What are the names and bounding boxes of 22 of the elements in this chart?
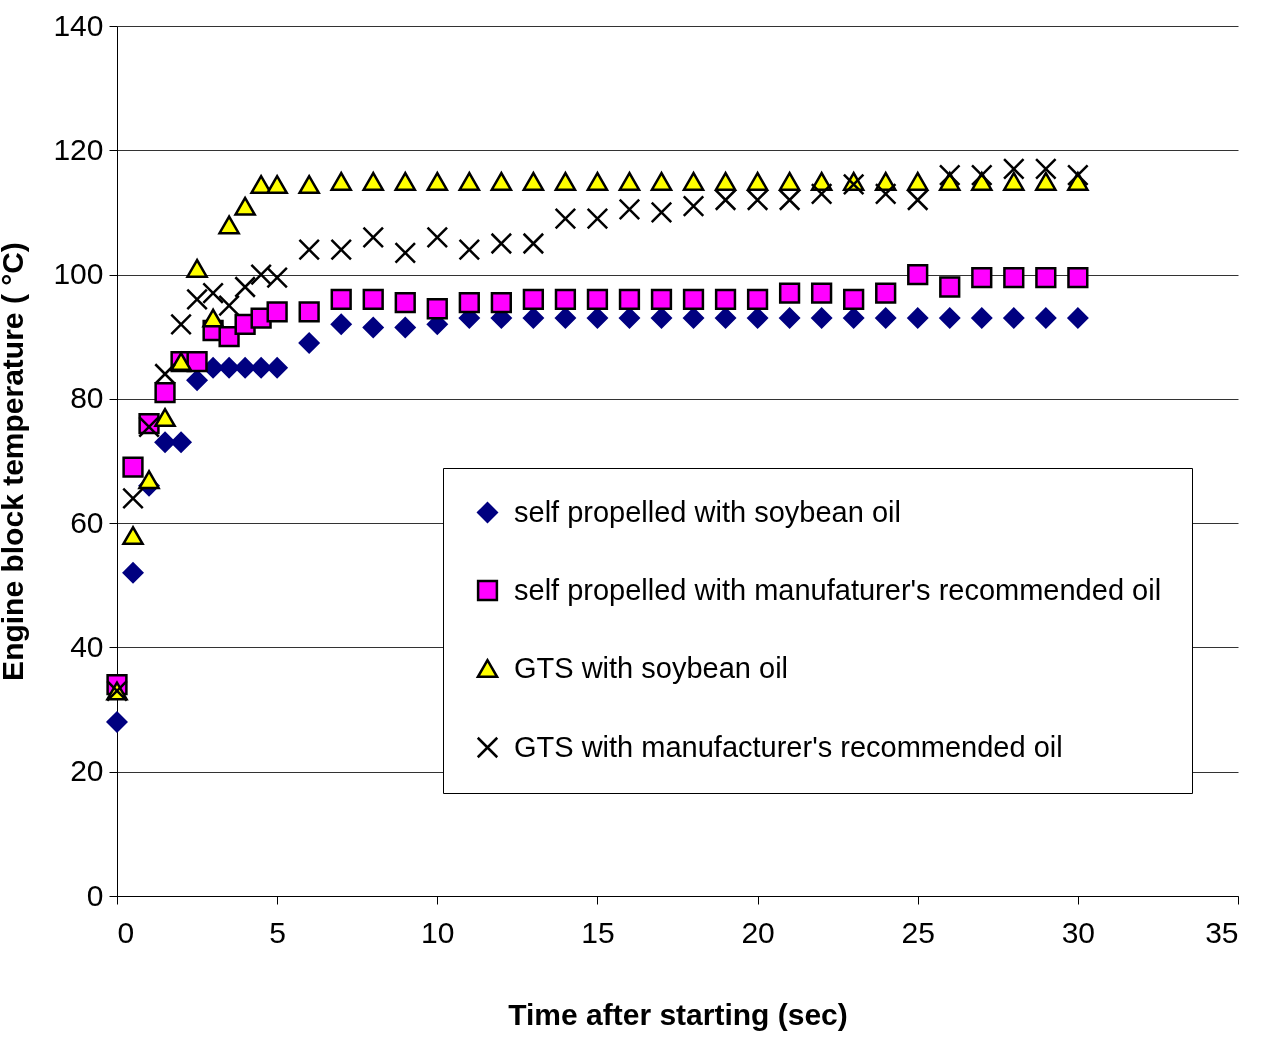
legend-label: GTS with soybean oil: [514, 651, 789, 684]
y-tick-label: 20: [70, 754, 104, 788]
x-tick-label: 25: [901, 915, 935, 949]
x-tick-label: 10: [421, 915, 455, 949]
y-tick-label: 80: [70, 381, 104, 415]
y-tick-label: 100: [53, 257, 104, 291]
y-tick-label: 0: [86, 878, 104, 912]
x-tick-label: 30: [1061, 915, 1096, 949]
y-tick-label: 140: [53, 8, 104, 42]
y-tick-label: 60: [70, 505, 104, 539]
x-tick-label: 5: [269, 915, 286, 949]
y-tick-label: 120: [53, 132, 104, 166]
x-tick-label: 20: [741, 915, 775, 949]
y-tick-label: 40: [70, 629, 104, 663]
x-tick-label: 15: [581, 915, 615, 949]
legend-label: self propelled with soybean oil: [514, 495, 901, 528]
y-axis-title: Engine block temperature ( °C): [0, 242, 30, 681]
x-axis-title: Time after starting (sec): [508, 997, 848, 1031]
x-tick-label: 35: [1205, 915, 1239, 949]
x-tick-label: 0: [117, 915, 135, 949]
legend-label: GTS with manufacturer's recommended oil: [514, 730, 1063, 763]
legend-label: self propelled with manufaturer's recommended oil: [514, 573, 1162, 606]
